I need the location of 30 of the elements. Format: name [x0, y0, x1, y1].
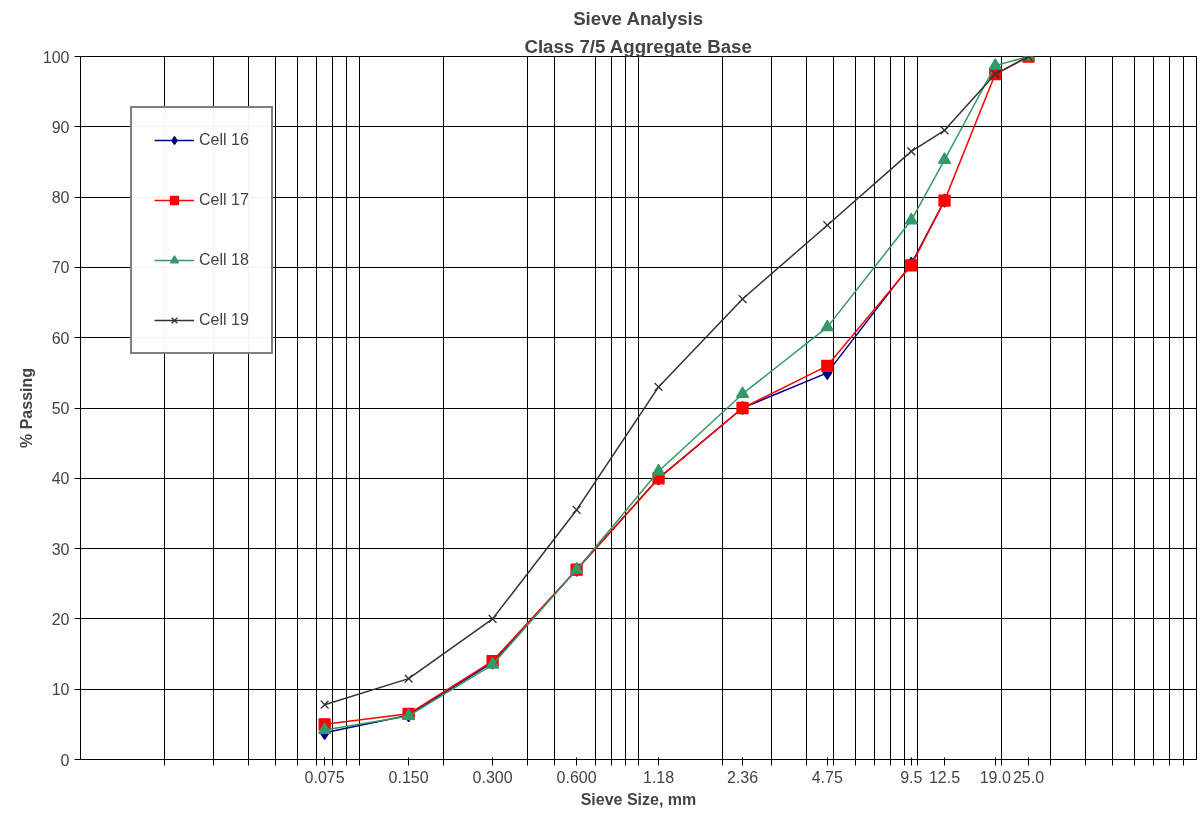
y-tick-label: 30	[51, 540, 70, 558]
y-tick-label: 40	[51, 470, 70, 488]
x-tick-label: 9.5	[900, 768, 923, 786]
y-axis-title: % Passing	[17, 367, 35, 449]
y-tick-label: 100	[42, 48, 70, 66]
y-tick-label: 0	[60, 751, 70, 769]
y-tick-label: 80	[51, 189, 70, 207]
x-tick-label: 4.75	[811, 768, 843, 786]
y-tick-label: 10	[51, 681, 70, 699]
y-tick-label: 70	[51, 259, 70, 277]
legend-label: Cell 19	[199, 311, 249, 329]
x-tick-label: 1.18	[642, 768, 675, 786]
y-tick-label: 60	[51, 329, 70, 347]
x-tick-label: 0.300	[472, 768, 513, 786]
x-tick-label: 19.0	[979, 768, 1011, 786]
legend-label: Cell 16	[199, 131, 249, 149]
x-tick-label: 12.5	[928, 768, 961, 786]
y-tick-label: 90	[51, 118, 70, 136]
y-tick-label: 20	[51, 610, 70, 628]
chart-subtitle: Class 7/5 Aggregate Base	[524, 35, 752, 57]
y-tick-label: 50	[51, 400, 70, 417]
legend-label: Cell 17	[199, 191, 249, 209]
legend-label: Cell 18	[199, 251, 249, 269]
x-tick-label: 0.075	[304, 768, 345, 786]
x-tick-label: 2.36	[726, 768, 759, 786]
x-axis-title: Sieve Size, mm	[580, 790, 697, 808]
x-tick-label: 0.150	[388, 768, 429, 786]
chart-title: Sieve Analysis	[573, 7, 704, 29]
x-tick-label: 0.600	[556, 768, 597, 786]
x-tick-label: 25.0	[1012, 768, 1045, 786]
